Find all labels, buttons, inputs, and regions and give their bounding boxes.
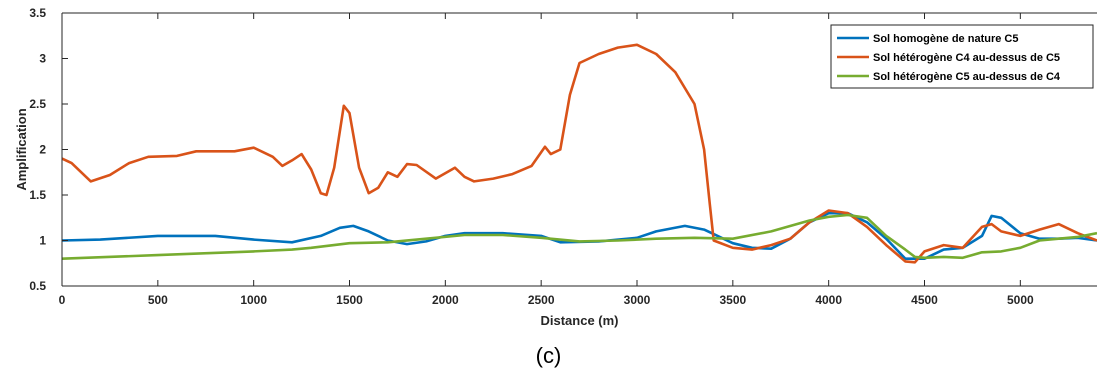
y-tick-label: 2 xyxy=(39,143,46,157)
x-tick-labels: 0 500 1000 1500 2000 2500 3000 3500 4000 4500 5000 xyxy=(59,293,1034,307)
series-line-1 xyxy=(61,43,1097,264)
series-line-0 xyxy=(61,211,1097,260)
x-tick-label: 3000 xyxy=(624,293,651,307)
figure-caption: (c) xyxy=(535,343,562,368)
x-tick-label: 4000 xyxy=(815,293,842,307)
x-tick-label: 1000 xyxy=(240,293,267,307)
x-tick-label: 0 xyxy=(59,293,66,307)
x-tick-label: 4500 xyxy=(911,293,938,307)
x-axis-label: Distance (m) xyxy=(540,313,618,328)
legend: Sol homogène de nature C5 Sol hétérogène… xyxy=(830,24,1094,89)
y-tick-label: 2.5 xyxy=(29,97,46,111)
y-tick-label: 1.5 xyxy=(29,188,46,202)
legend-box xyxy=(830,24,1094,89)
x-tick-label: 2500 xyxy=(528,293,555,307)
y-tick-label: 3.5 xyxy=(29,6,46,20)
y-tick-label: 0.5 xyxy=(29,279,46,293)
legend-entry: Sol hétérogène C4 au-dessus de C5 xyxy=(873,52,1060,64)
x-tick-label: 2000 xyxy=(432,293,459,307)
line-chart: 0 500 1000 1500 2000 2500 3000 3500 4000 4500 5000… xyxy=(14,6,1097,328)
series-line-2 xyxy=(61,213,1097,260)
axes xyxy=(61,12,1097,287)
x-tick-label: 5000 xyxy=(1007,293,1034,307)
x-tick-label: 3500 xyxy=(719,293,746,307)
series-layer xyxy=(61,43,1097,264)
x-tick-label: 1500 xyxy=(336,293,363,307)
y-tick-label: 3 xyxy=(39,52,46,66)
y-axis-label: Amplification xyxy=(14,108,29,190)
y-tick-label: 1 xyxy=(39,234,46,248)
x-tick-label: 500 xyxy=(148,293,168,307)
legend-entry: Sol homogène de nature C5 xyxy=(873,33,1018,45)
y-tick-labels: 0.5 1 1.5 2 2.5 3 3.5 xyxy=(29,6,46,293)
legend-entry: Sol hétérogène C5 au-dessus de C4 xyxy=(873,71,1061,83)
